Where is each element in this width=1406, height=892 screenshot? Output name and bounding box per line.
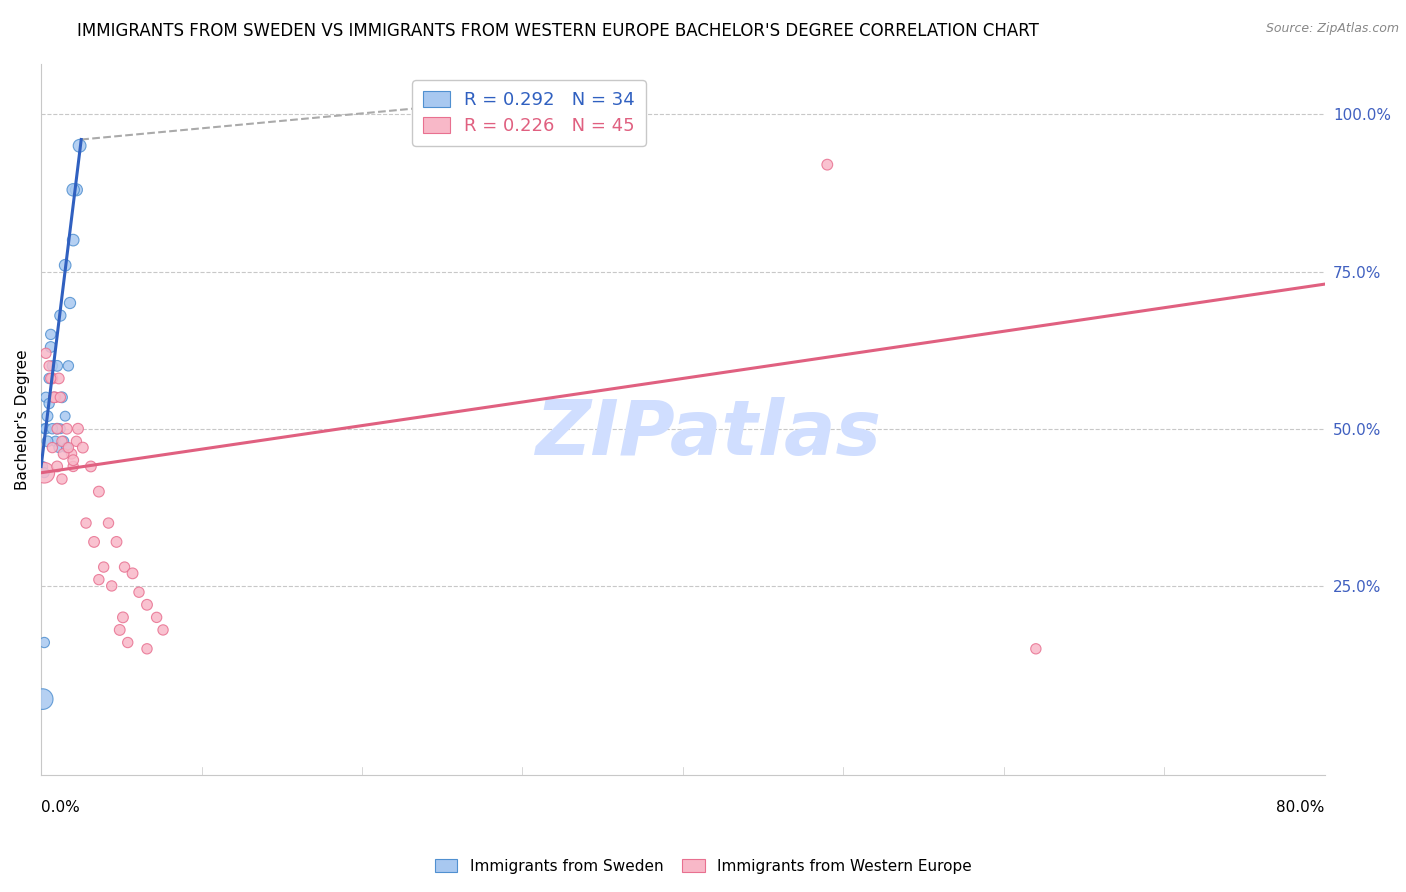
Point xyxy=(62,453,84,467)
Point xyxy=(34,422,56,436)
Point xyxy=(38,371,60,385)
Point xyxy=(69,138,91,153)
Point xyxy=(53,409,76,424)
Point xyxy=(62,459,84,474)
Point xyxy=(46,459,69,474)
Text: ZIPatlas: ZIPatlas xyxy=(536,397,882,470)
Point xyxy=(97,516,120,530)
Point xyxy=(31,459,53,474)
Point xyxy=(62,233,84,247)
Point xyxy=(93,560,115,574)
Text: Source: ZipAtlas.com: Source: ZipAtlas.com xyxy=(1265,22,1399,36)
Point xyxy=(52,434,75,449)
Text: 80.0%: 80.0% xyxy=(1277,799,1324,814)
Point xyxy=(46,422,69,436)
Point xyxy=(66,422,89,436)
Point xyxy=(55,422,77,436)
Point xyxy=(121,566,143,581)
Point xyxy=(51,390,73,404)
Point xyxy=(1025,641,1047,656)
Point xyxy=(42,390,65,404)
Point xyxy=(41,359,63,373)
Point xyxy=(65,434,87,449)
Point xyxy=(100,579,122,593)
Point xyxy=(55,441,77,455)
Point xyxy=(87,573,110,587)
Point xyxy=(52,447,75,461)
Point xyxy=(560,95,582,109)
Point xyxy=(34,466,56,480)
Point xyxy=(41,441,63,455)
Point xyxy=(31,692,53,706)
Point xyxy=(114,560,136,574)
Point xyxy=(815,158,838,172)
Point xyxy=(35,390,58,404)
Point xyxy=(49,309,72,323)
Point xyxy=(108,623,131,637)
Point xyxy=(51,434,73,449)
Point xyxy=(128,585,150,599)
Text: IMMIGRANTS FROM SWEDEN VS IMMIGRANTS FROM WESTERN EUROPE BACHELOR'S DEGREE CORRE: IMMIGRANTS FROM SWEDEN VS IMMIGRANTS FRO… xyxy=(77,22,1039,40)
Point xyxy=(87,484,110,499)
Y-axis label: Bachelor's Degree: Bachelor's Degree xyxy=(15,349,30,490)
Point xyxy=(65,183,87,197)
Legend: Immigrants from Sweden, Immigrants from Western Europe: Immigrants from Sweden, Immigrants from … xyxy=(429,853,977,880)
Point xyxy=(152,623,174,637)
Point xyxy=(75,516,97,530)
Point xyxy=(46,422,69,436)
Point xyxy=(34,635,56,649)
Point xyxy=(45,434,67,449)
Point xyxy=(136,641,159,656)
Point xyxy=(37,434,59,449)
Point xyxy=(111,610,134,624)
Point xyxy=(105,535,128,549)
Point xyxy=(48,371,70,385)
Point xyxy=(83,535,105,549)
Point xyxy=(117,635,139,649)
Point xyxy=(39,371,62,385)
Point xyxy=(58,441,80,455)
Point xyxy=(60,447,83,461)
Point xyxy=(37,409,59,424)
Point xyxy=(38,359,60,373)
Point xyxy=(41,422,63,436)
Point xyxy=(38,396,60,410)
Point xyxy=(34,466,56,480)
Point xyxy=(41,371,63,385)
Point xyxy=(42,390,65,404)
Point xyxy=(39,340,62,354)
Point xyxy=(58,359,80,373)
Point xyxy=(72,441,94,455)
Legend: R = 0.292   N = 34, R = 0.226   N = 45: R = 0.292 N = 34, R = 0.226 N = 45 xyxy=(412,80,645,145)
Point xyxy=(39,327,62,342)
Point xyxy=(62,183,84,197)
Point xyxy=(136,598,159,612)
Point xyxy=(46,359,69,373)
Point xyxy=(35,422,58,436)
Point xyxy=(49,390,72,404)
Point xyxy=(35,346,58,360)
Point xyxy=(80,459,103,474)
Point xyxy=(59,296,82,310)
Text: 0.0%: 0.0% xyxy=(41,799,80,814)
Point xyxy=(51,472,73,486)
Point xyxy=(42,390,65,404)
Point xyxy=(49,422,72,436)
Point xyxy=(53,258,76,272)
Point xyxy=(45,390,67,404)
Point xyxy=(48,441,70,455)
Point xyxy=(145,610,167,624)
